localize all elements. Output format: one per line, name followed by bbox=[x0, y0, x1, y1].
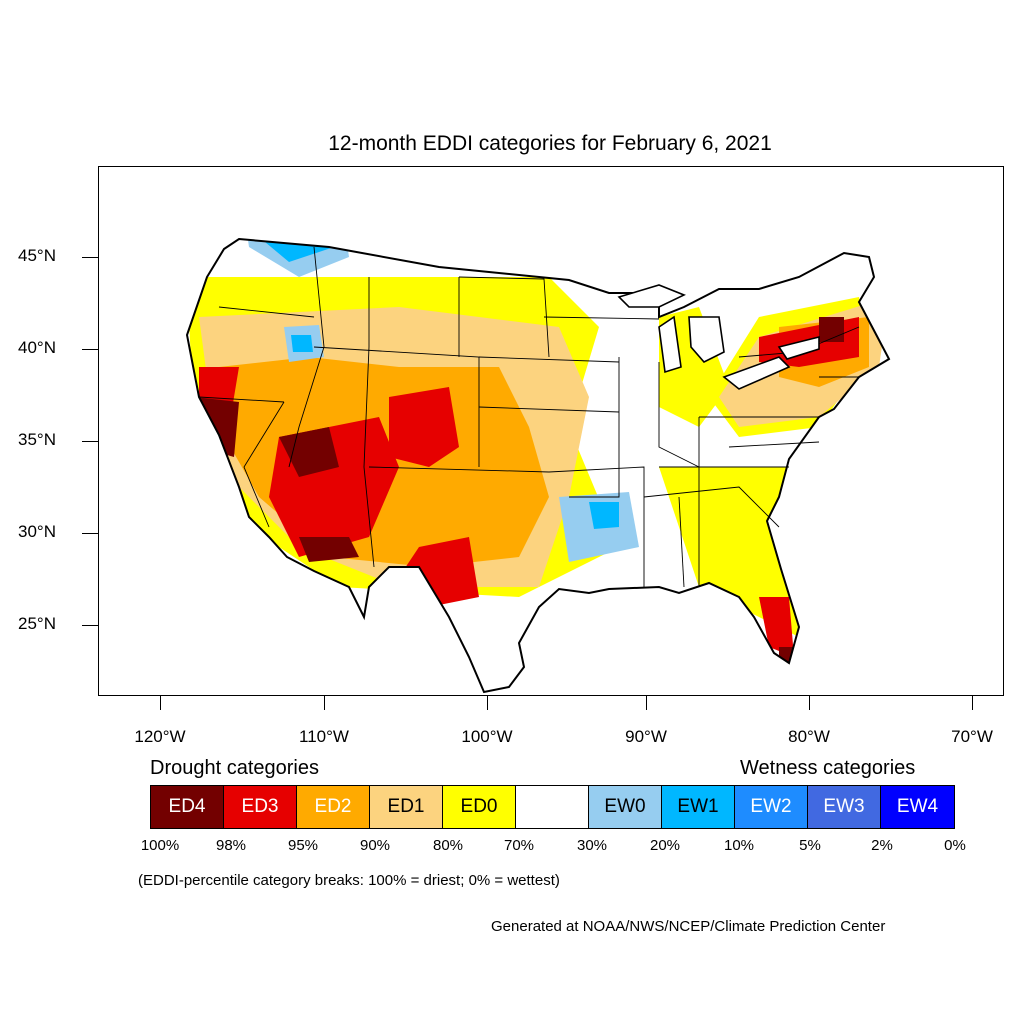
drought-legend-heading: Drought categories bbox=[150, 757, 319, 779]
legend-cell-ew2: EW2 bbox=[735, 786, 808, 828]
lon-label-120: 120°W bbox=[134, 727, 186, 746]
map-title: 12-month EDDI categories for February 6,… bbox=[328, 132, 772, 155]
legend-break: 100% bbox=[140, 837, 180, 854]
lat-label-30: 30°N bbox=[18, 522, 56, 541]
legend-cell-ew4: EW4 bbox=[881, 786, 954, 828]
lon-label-70: 70°W bbox=[951, 727, 993, 746]
lon-tick bbox=[646, 696, 647, 710]
eddi-map bbox=[186, 238, 890, 693]
legend-break: 80% bbox=[432, 837, 464, 854]
credit-line: Generated at NOAA/NWS/NCEP/Climate Predi… bbox=[491, 918, 886, 935]
lon-tick bbox=[324, 696, 325, 710]
legend-break: 2% bbox=[871, 837, 893, 854]
legend-cell-ew0: EW0 bbox=[589, 786, 662, 828]
lon-label-110: 110°W bbox=[299, 727, 349, 746]
legend-cell-ed4: ED4 bbox=[151, 786, 224, 828]
legend-break: 30% bbox=[576, 837, 608, 854]
legend-cell-neutral bbox=[516, 786, 589, 828]
lat-tick bbox=[82, 533, 98, 534]
lat-label-25: 25°N bbox=[18, 614, 56, 633]
legend-cell-ed2: ED2 bbox=[297, 786, 370, 828]
legend-break: 10% bbox=[723, 837, 755, 854]
lat-label-35: 35°N bbox=[18, 430, 56, 449]
legend-break: 98% bbox=[215, 837, 247, 854]
lat-tick bbox=[82, 349, 98, 350]
lat-tick bbox=[82, 257, 98, 258]
legend-note: (EDDI-percentile category breaks: 100% =… bbox=[138, 872, 560, 889]
category-color-bar: ED4 ED3 ED2 ED1 ED0 EW0 EW1 EW2 EW3 EW4 bbox=[150, 785, 955, 829]
legend-cell-ew3: EW3 bbox=[808, 786, 881, 828]
legend-cell-ew1: EW1 bbox=[662, 786, 735, 828]
legend-cell-ed1: ED1 bbox=[370, 786, 443, 828]
lon-tick bbox=[487, 696, 488, 710]
legend-break: 0% bbox=[944, 837, 966, 854]
wetness-legend-heading: Wetness categories bbox=[740, 757, 916, 779]
legend-break: 20% bbox=[649, 837, 681, 854]
lon-label-80: 80°W bbox=[788, 727, 830, 746]
lon-tick bbox=[160, 696, 161, 710]
lat-tick bbox=[82, 625, 98, 626]
legend-cell-ed3: ED3 bbox=[224, 786, 297, 828]
lat-label-40: 40°N bbox=[18, 338, 56, 357]
legend-break: 95% bbox=[287, 837, 319, 854]
legend-break: 70% bbox=[503, 837, 535, 854]
lon-label-90: 90°W bbox=[625, 727, 667, 746]
lat-tick bbox=[82, 441, 98, 442]
legend-break: 90% bbox=[359, 837, 391, 854]
lon-tick bbox=[972, 696, 973, 710]
lon-label-100: 100°W bbox=[461, 727, 513, 746]
legend-break: 5% bbox=[799, 837, 821, 854]
lon-tick bbox=[809, 696, 810, 710]
map-panel bbox=[98, 166, 1004, 696]
lat-label-45: 45°N bbox=[18, 246, 56, 265]
legend-cell-ed0: ED0 bbox=[443, 786, 516, 828]
